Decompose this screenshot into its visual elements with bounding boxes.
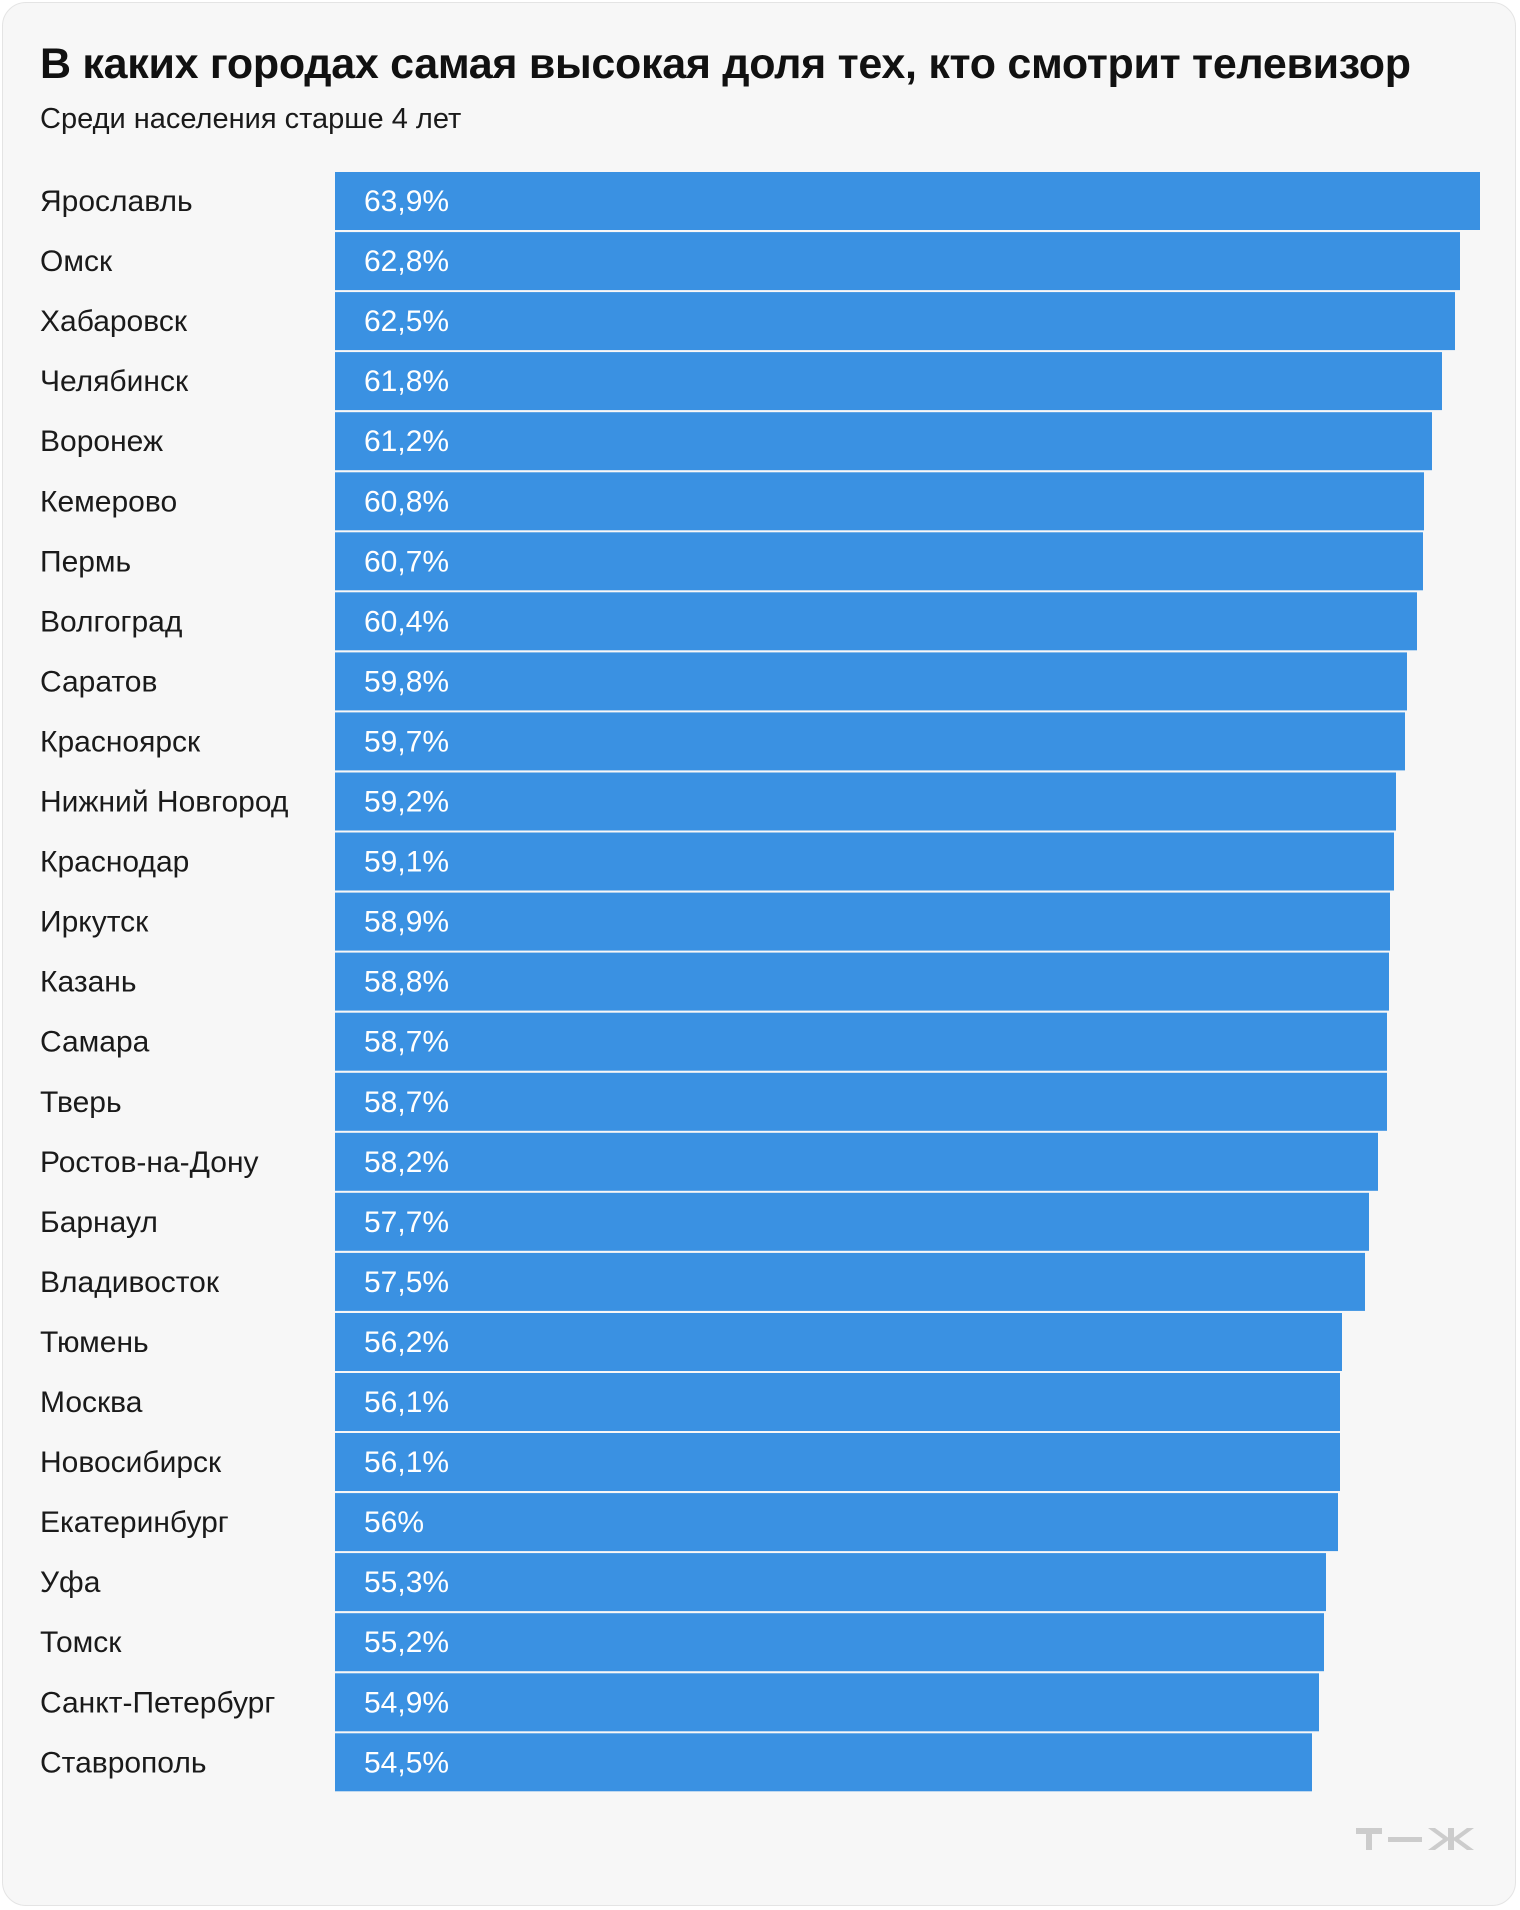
bar-21 [335, 1433, 1340, 1491]
value-label: 56,2% [364, 1326, 449, 1359]
category-label: Воронеж [40, 425, 163, 458]
value-label: 62,8% [364, 245, 449, 278]
value-label: 58,7% [364, 1026, 449, 1059]
category-label: Саратов [40, 665, 157, 698]
bar-11 [335, 832, 1394, 891]
value-label: 61,8% [364, 365, 449, 398]
category-label: Краснодар [40, 846, 189, 879]
bar-13 [335, 952, 1389, 1011]
bar-18 [335, 1252, 1365, 1311]
value-label: 57,5% [364, 1266, 449, 1299]
category-label: Самара [40, 1026, 150, 1059]
value-label: 59,7% [364, 725, 449, 758]
category-label: Барнаул [40, 1206, 158, 1239]
value-label: 57,7% [364, 1206, 449, 1239]
bar-3 [335, 352, 1442, 411]
category-label: Пермь [40, 545, 131, 578]
category-label: Ярославль [40, 185, 193, 218]
category-label: Новосибирск [40, 1446, 222, 1479]
bar-8 [335, 652, 1407, 711]
value-label: 54,5% [364, 1746, 449, 1779]
bar-25 [335, 1673, 1319, 1732]
category-label: Нижний Новгород [40, 786, 288, 819]
value-label: 60,8% [364, 485, 449, 518]
category-label: Омск [40, 245, 113, 278]
bar-9 [335, 712, 1405, 771]
value-label: 63,9% [364, 185, 449, 218]
category-label: Екатеринбург [40, 1506, 229, 1539]
value-label: 58,2% [364, 1146, 449, 1179]
category-label: Красноярск [40, 725, 201, 758]
category-label: Тюмень [40, 1326, 149, 1359]
category-label: Санкт-Петербург [40, 1686, 275, 1719]
category-label: Кемерово [40, 485, 177, 518]
category-label: Иркутск [40, 906, 149, 939]
bar-12 [335, 892, 1390, 951]
bar-23 [335, 1553, 1326, 1612]
category-label: Владивосток [40, 1266, 220, 1299]
category-label: Ростов-на-Дону [40, 1146, 259, 1179]
category-label: Ставрополь [40, 1746, 206, 1779]
category-label: Москва [40, 1386, 143, 1419]
bar-0 [335, 172, 1480, 230]
category-label: Казань [40, 966, 136, 999]
value-label: 54,9% [364, 1686, 449, 1719]
bar-24 [335, 1613, 1324, 1672]
value-label: 58,9% [364, 906, 449, 939]
bar-4 [335, 412, 1432, 471]
category-label: Томск [40, 1626, 122, 1659]
value-label: 62,5% [364, 305, 449, 338]
bar-6 [335, 532, 1423, 591]
category-label: Хабаровск [40, 305, 188, 338]
bar-16 [335, 1132, 1378, 1191]
category-label: Челябинск [40, 365, 189, 398]
bar-5 [335, 472, 1424, 531]
value-label: 60,4% [364, 605, 449, 638]
value-label: 55,3% [364, 1566, 449, 1599]
bar-20 [335, 1373, 1340, 1431]
value-label: 59,8% [364, 665, 449, 698]
category-label: Тверь [40, 1086, 122, 1119]
bar-22 [335, 1493, 1338, 1552]
bar-2 [335, 292, 1455, 351]
value-label: 61,2% [364, 425, 449, 458]
value-label: 56,1% [364, 1386, 449, 1419]
value-label: 59,2% [364, 786, 449, 819]
bar-14 [335, 1012, 1387, 1071]
bar-7 [335, 592, 1417, 651]
tj-logo-icon [1356, 1828, 1474, 1850]
bar-17 [335, 1192, 1369, 1251]
value-label: 58,8% [364, 966, 449, 999]
value-label: 56% [364, 1506, 424, 1539]
value-label: 59,1% [364, 846, 449, 879]
value-label: 56,1% [364, 1446, 449, 1479]
category-label: Уфа [40, 1566, 101, 1599]
chart-subtitle: Среди населения старше 4 лет [40, 103, 462, 135]
category-label: Волгоград [40, 605, 182, 638]
bar-15 [335, 1072, 1387, 1131]
value-label: 58,7% [364, 1086, 449, 1119]
chart-title: В каких городах самая высокая доля тех, … [40, 40, 1411, 88]
value-label: 55,2% [364, 1626, 449, 1659]
bar-26 [335, 1733, 1312, 1792]
bar-10 [335, 772, 1396, 831]
bar-1 [335, 232, 1460, 291]
bar-19 [335, 1313, 1342, 1371]
value-label: 60,7% [364, 545, 449, 578]
